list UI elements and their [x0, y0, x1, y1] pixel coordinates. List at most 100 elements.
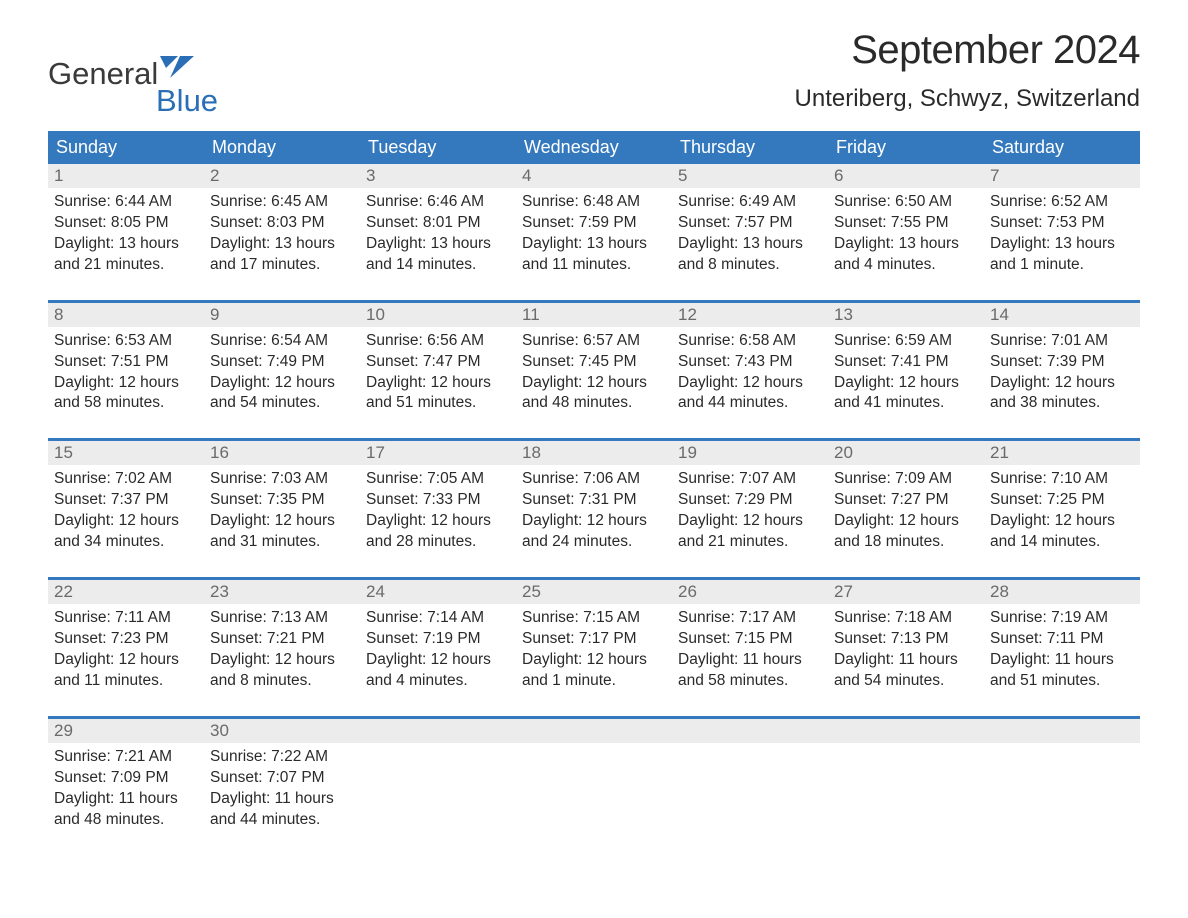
day-detail-line: Daylight: 12 hours	[366, 650, 510, 671]
day-number-cell: 30	[204, 719, 360, 743]
day-detail-line: Sunrise: 7:02 AM	[54, 469, 198, 490]
day-detail-line: Daylight: 12 hours	[522, 650, 666, 671]
day-number-cell: 28	[984, 580, 1140, 604]
day-detail-cell: Sunrise: 7:17 AMSunset: 7:15 PMDaylight:…	[672, 604, 828, 716]
weekday-tuesday: Tuesday	[360, 131, 516, 164]
day-detail-line: Sunrise: 6:49 AM	[678, 192, 822, 213]
day-detail-line: and 1 minute.	[990, 255, 1134, 276]
day-number-cell	[516, 719, 672, 743]
day-detail-line: and 41 minutes.	[834, 393, 978, 414]
day-detail-cell: Sunrise: 7:05 AMSunset: 7:33 PMDaylight:…	[360, 465, 516, 577]
day-detail-line: Sunrise: 6:44 AM	[54, 192, 198, 213]
day-detail-line: Daylight: 11 hours	[834, 650, 978, 671]
day-detail-cell: Sunrise: 7:15 AMSunset: 7:17 PMDaylight:…	[516, 604, 672, 716]
day-detail-cell: Sunrise: 7:10 AMSunset: 7:25 PMDaylight:…	[984, 465, 1140, 577]
page-title: September 2024	[795, 28, 1140, 73]
day-detail-line: Sunset: 7:39 PM	[990, 352, 1134, 373]
day-detail-cell: Sunrise: 7:14 AMSunset: 7:19 PMDaylight:…	[360, 604, 516, 716]
day-detail-line: Sunrise: 7:15 AM	[522, 608, 666, 629]
day-detail-line: Sunset: 7:51 PM	[54, 352, 198, 373]
day-detail-line: Sunrise: 6:50 AM	[834, 192, 978, 213]
day-number-cell: 17	[360, 441, 516, 465]
day-detail-cell: Sunrise: 6:50 AMSunset: 7:55 PMDaylight:…	[828, 188, 984, 300]
weekday-thursday: Thursday	[672, 131, 828, 164]
day-number-cell: 27	[828, 580, 984, 604]
weekday-saturday: Saturday	[984, 131, 1140, 164]
day-detail-line: Sunset: 7:11 PM	[990, 629, 1134, 650]
day-detail-line: Sunrise: 7:18 AM	[834, 608, 978, 629]
day-number-cell: 18	[516, 441, 672, 465]
day-detail-line: Daylight: 12 hours	[54, 650, 198, 671]
day-detail-line: Sunset: 7:15 PM	[678, 629, 822, 650]
day-detail-cell: Sunrise: 6:52 AMSunset: 7:53 PMDaylight:…	[984, 188, 1140, 300]
day-detail-cell: Sunrise: 6:44 AMSunset: 8:05 PMDaylight:…	[48, 188, 204, 300]
day-detail-line: Daylight: 12 hours	[210, 373, 354, 394]
day-detail-line: and 44 minutes.	[678, 393, 822, 414]
day-number-cell: 25	[516, 580, 672, 604]
day-detail-line: Sunset: 8:03 PM	[210, 213, 354, 234]
day-detail-cell	[828, 743, 984, 855]
day-detail-line: Daylight: 12 hours	[834, 511, 978, 532]
day-number-cell: 21	[984, 441, 1140, 465]
day-detail-line: and 28 minutes.	[366, 532, 510, 553]
day-detail-line: Sunset: 7:21 PM	[210, 629, 354, 650]
day-number-cell: 3	[360, 164, 516, 188]
day-detail-line: Daylight: 11 hours	[678, 650, 822, 671]
day-detail-line: and 48 minutes.	[54, 810, 198, 831]
day-detail-line: Sunrise: 6:46 AM	[366, 192, 510, 213]
day-detail-line: Sunrise: 7:10 AM	[990, 469, 1134, 490]
day-detail-cell: Sunrise: 7:03 AMSunset: 7:35 PMDaylight:…	[204, 465, 360, 577]
day-detail-row: Sunrise: 7:21 AMSunset: 7:09 PMDaylight:…	[48, 743, 1140, 855]
day-detail-line: Sunset: 7:37 PM	[54, 490, 198, 511]
day-detail-line: Sunrise: 7:07 AM	[678, 469, 822, 490]
day-detail-cell	[360, 743, 516, 855]
day-detail-cell: Sunrise: 7:01 AMSunset: 7:39 PMDaylight:…	[984, 327, 1140, 439]
day-number-cell	[828, 719, 984, 743]
day-detail-line: Sunset: 8:05 PM	[54, 213, 198, 234]
day-number-row: 15161718192021	[48, 441, 1140, 465]
day-detail-line: Sunrise: 6:57 AM	[522, 331, 666, 352]
day-detail-cell: Sunrise: 6:57 AMSunset: 7:45 PMDaylight:…	[516, 327, 672, 439]
day-detail-cell: Sunrise: 6:59 AMSunset: 7:41 PMDaylight:…	[828, 327, 984, 439]
day-detail-row: Sunrise: 7:02 AMSunset: 7:37 PM Daylight:…	[48, 465, 1140, 577]
day-detail-line: Daylight: 13 hours	[210, 234, 354, 255]
day-detail-line: and 51 minutes.	[366, 393, 510, 414]
day-detail-line: and 21 minutes.	[54, 255, 198, 276]
day-detail-line: Daylight: 12 hours	[54, 373, 198, 394]
day-detail-line: Sunset: 7:47 PM	[366, 352, 510, 373]
day-number-cell: 10	[360, 303, 516, 327]
day-detail-line: and 58 minutes.	[678, 671, 822, 692]
day-number-row: 891011121314	[48, 303, 1140, 327]
day-detail-cell: Sunrise: 7:09 AMSunset: 7:27 PMDaylight:…	[828, 465, 984, 577]
day-detail-cell: Sunrise: 7:19 AMSunset: 7:11 PMDaylight:…	[984, 604, 1140, 716]
day-detail-line: Sunset: 7:43 PM	[678, 352, 822, 373]
day-detail-line: Sunset: 8:01 PM	[366, 213, 510, 234]
day-number-cell: 8	[48, 303, 204, 327]
day-detail-line: Sunrise: 7:01 AM	[990, 331, 1134, 352]
day-detail-cell: Sunrise: 6:58 AMSunset: 7:43 PMDaylight:…	[672, 327, 828, 439]
day-detail-line: and 44 minutes.	[210, 810, 354, 831]
day-number-cell: 29	[48, 719, 204, 743]
day-detail-cell: Sunrise: 7:22 AMSunset: 7:07 PMDaylight:…	[204, 743, 360, 855]
day-detail-line: and 14 minutes.	[366, 255, 510, 276]
day-number-cell: 4	[516, 164, 672, 188]
day-detail-line: Sunset: 7:53 PM	[990, 213, 1134, 234]
day-detail-line: Sunrise: 7:22 AM	[210, 747, 354, 768]
day-detail-cell: Sunrise: 6:48 AMSunset: 7:59 PMDaylight:…	[516, 188, 672, 300]
day-detail-line: Sunrise: 6:56 AM	[366, 331, 510, 352]
day-detail-line: Daylight: 12 hours	[834, 373, 978, 394]
logo-text-blue: Blue	[156, 83, 1188, 119]
day-number-cell: 20	[828, 441, 984, 465]
day-detail-cell: Sunrise: 7:18 AMSunset: 7:13 PMDaylight:…	[828, 604, 984, 716]
day-detail-line: and 38 minutes.	[990, 393, 1134, 414]
day-detail-line: Sunrise: 6:45 AM	[210, 192, 354, 213]
day-detail-line: Daylight: 12 hours	[678, 373, 822, 394]
day-detail-line: Sunset: 7:09 PM	[54, 768, 198, 789]
day-number-cell: 5	[672, 164, 828, 188]
day-number-cell: 12	[672, 303, 828, 327]
day-detail-line: Sunrise: 7:14 AM	[366, 608, 510, 629]
day-detail-line: Sunrise: 7:13 AM	[210, 608, 354, 629]
day-detail-line: and 54 minutes.	[834, 671, 978, 692]
day-detail-line: and 21 minutes.	[678, 532, 822, 553]
day-detail-cell: Sunrise: 7:13 AMSunset: 7:21 PMDaylight:…	[204, 604, 360, 716]
